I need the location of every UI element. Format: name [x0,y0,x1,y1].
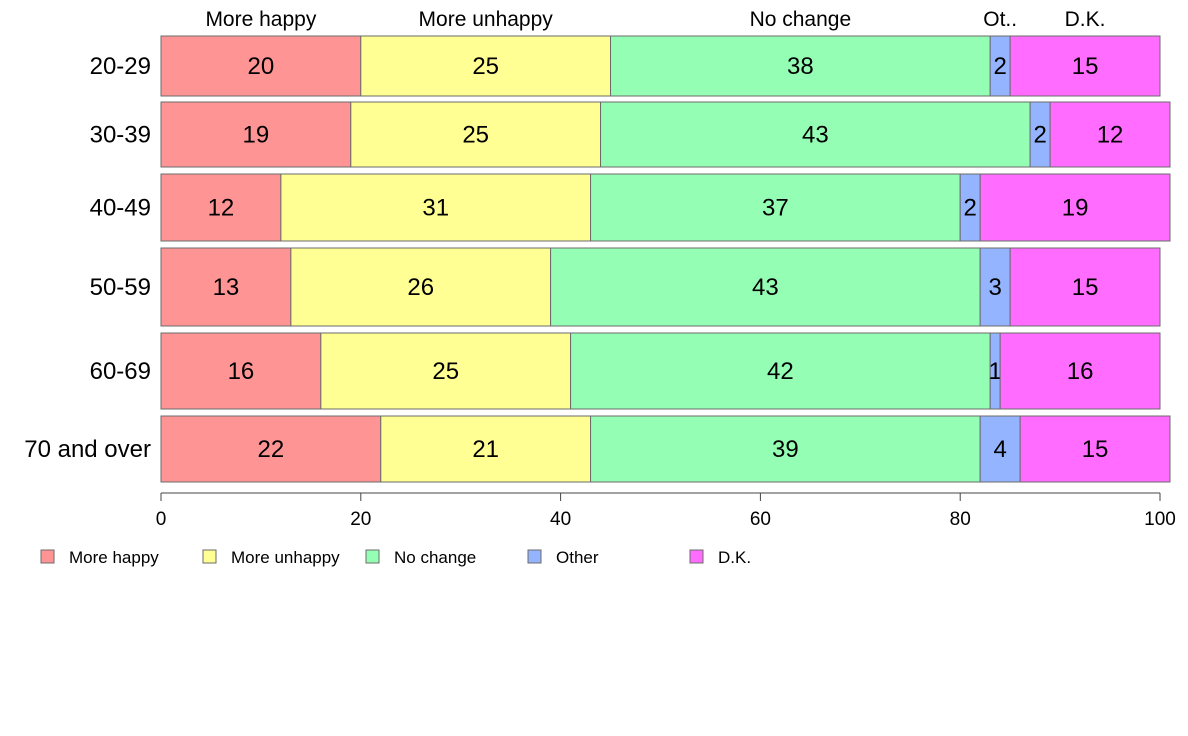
data-label-3-2: 43 [752,274,779,301]
legend-entry-4: D.K. [718,548,751,567]
bar-segment-1-0 [160,101,352,168]
bar-segment-0-0 [160,35,362,97]
bar-segment-2-0 [160,173,282,242]
x-tick-label-1: 20 [350,509,371,530]
data-label-0-0: 20 [248,53,275,80]
data-label-2-0: 12 [208,195,235,222]
x-tick-label-0: 0 [156,509,167,530]
bar-segment-0-2 [610,35,991,97]
legend-entry-3: Other [556,548,599,567]
bar-segment-4-0 [160,332,322,410]
bar-segment-5-3 [979,415,1021,483]
bar-segment-1-2 [600,101,1031,168]
bar-segment-4-1 [320,332,572,410]
top-label-4: D.K. [1065,8,1106,31]
data-label-3-0: 13 [213,274,240,301]
data-label-5-0: 22 [258,436,285,463]
legend-swatch-3 [527,549,542,564]
legend-entry-1: More unhappy [231,548,340,567]
bar-segment-4-4 [999,332,1161,410]
data-label-3-3: 3 [988,274,1001,301]
bar-segment-0-1 [360,35,612,97]
data-label-4-3: 1 [988,358,1001,385]
bar-segment-0-4 [1009,35,1161,97]
x-tick-label-3: 60 [750,509,771,530]
bar-segment-3-1 [290,247,552,327]
data-label-1-3: 2 [1033,122,1046,149]
category-label-4: 60-69 [90,358,151,385]
data-label-1-2: 43 [802,122,829,149]
top-label-1: More unhappy [419,8,554,31]
bar-segment-3-0 [160,247,292,327]
data-label-5-4: 15 [1082,436,1109,463]
category-label-1: 30-39 [90,122,151,149]
data-label-3-4: 15 [1072,274,1099,301]
data-label-1-1: 25 [462,122,489,149]
data-label-0-3: 2 [993,53,1006,80]
x-tick-label-2: 40 [550,509,571,530]
category-label-3: 50-59 [90,274,151,301]
data-label-0-1: 25 [472,53,499,80]
legend-swatch-0 [40,549,55,564]
category-label-0: 20-29 [90,53,151,80]
bar-segment-3-3 [979,247,1011,327]
bar-segment-3-4 [1009,247,1161,327]
top-label-3: Ot.. [983,8,1017,31]
top-label-0: More happy [205,8,316,31]
data-label-1-4: 12 [1097,122,1124,149]
bar-segment-1-1 [350,101,602,168]
data-label-4-0: 16 [228,358,255,385]
top-label-2: No change [750,8,852,31]
data-label-4-4: 16 [1067,358,1094,385]
data-label-0-4: 15 [1072,53,1099,80]
x-tick-label-4: 80 [950,509,971,530]
data-label-3-1: 26 [407,274,434,301]
bar-segment-2-1 [280,173,592,242]
data-label-1-0: 19 [243,122,270,149]
data-label-2-4: 19 [1062,195,1089,222]
category-label-5: 70 and over [24,436,151,463]
data-label-2-2: 37 [762,195,789,222]
legend-entry-0: More happy [69,548,159,567]
data-label-4-1: 25 [432,358,459,385]
data-label-2-3: 2 [964,195,977,222]
bar-segment-5-4 [1019,415,1171,483]
data-label-5-2: 39 [772,436,799,463]
category-label-2: 40-49 [90,195,151,222]
bar-segment-5-2 [590,415,981,483]
legend-swatch-4 [689,549,704,564]
bar-segment-2-2 [590,173,961,242]
bar-segment-1-4 [1049,101,1171,168]
data-label-5-3: 4 [993,436,1006,463]
legend-swatch-2 [365,549,380,564]
bar-segment-5-1 [380,415,592,483]
legend-entry-2: No change [394,548,476,567]
legend-swatch-1 [202,549,217,564]
data-label-5-1: 21 [472,436,499,463]
x-tick-label-5: 100 [1144,509,1176,530]
bar-segment-2-4 [979,173,1171,242]
data-label-2-1: 31 [422,195,449,222]
data-label-0-2: 38 [787,53,814,80]
data-label-4-2: 42 [767,358,794,385]
bar-segment-3-2 [550,247,981,327]
bar-segment-5-0 [160,415,382,483]
